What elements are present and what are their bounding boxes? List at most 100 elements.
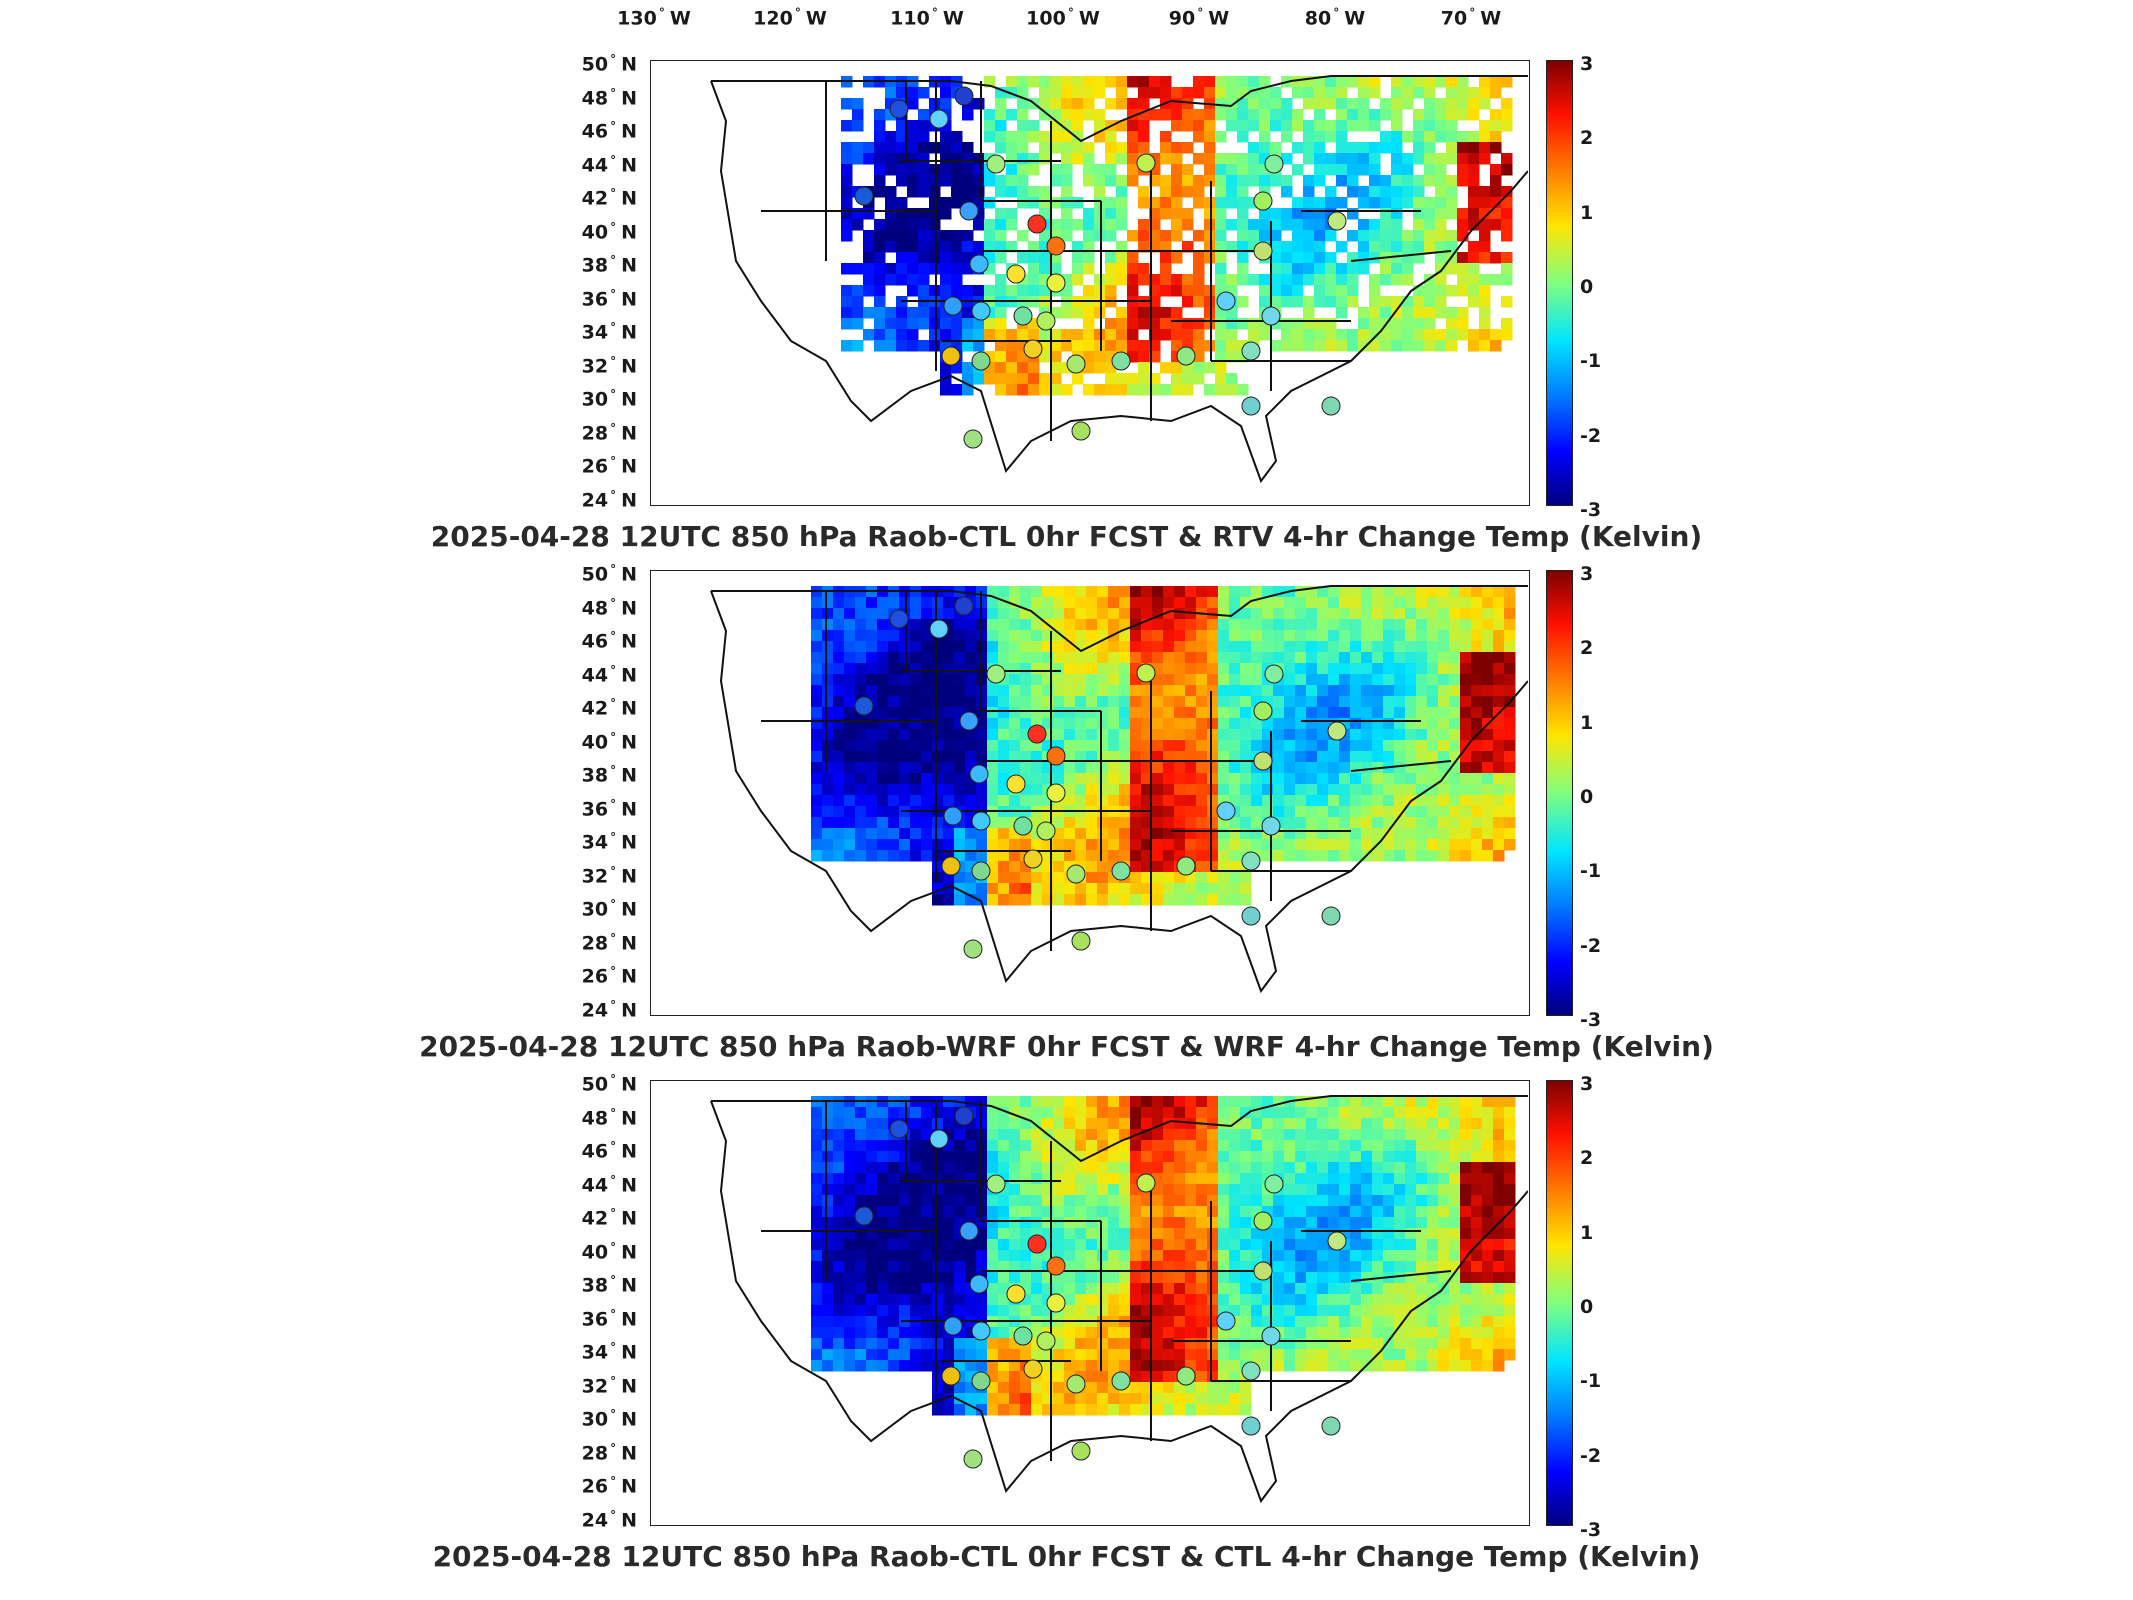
lat-label: 32 ° N <box>581 353 637 378</box>
station-marker <box>1036 311 1056 331</box>
temperature-field <box>811 586 1516 906</box>
station-marker <box>1046 1256 1066 1276</box>
longitude-axis-labels: 130 ° W 120 ° W 110 ° W 100 ° W 90 ° W 80 ° W 70 ° W <box>0 6 2133 36</box>
station-marker <box>929 619 949 639</box>
station-marker <box>1321 906 1341 926</box>
lat-label: 48 ° N <box>581 1105 637 1130</box>
station-marker <box>889 609 909 629</box>
station-marker <box>971 1321 991 1341</box>
station-marker <box>854 696 874 716</box>
station-marker <box>971 1371 991 1391</box>
lon-label: 130 ° W <box>617 6 691 30</box>
station-marker <box>986 664 1006 684</box>
lat-label: 38 ° N <box>581 1273 637 1297</box>
station-marker <box>1264 1174 1284 1194</box>
lat-label: 50 ° N <box>581 52 637 76</box>
colorbar-tick: 1 <box>1580 1221 1594 1244</box>
lat-label: 36 ° N <box>581 1306 637 1331</box>
station-marker <box>1241 1361 1261 1381</box>
lat-label: 24 ° N <box>581 487 637 512</box>
state-borders <box>710 1095 1528 1504</box>
station-marker <box>1264 664 1284 684</box>
lat-label: 24 ° N <box>581 997 637 1022</box>
station-marker <box>963 429 983 449</box>
map-frame <box>650 1080 1530 1526</box>
lat-label: 40 ° N <box>581 219 637 244</box>
station-marker <box>1046 273 1066 293</box>
station-marker <box>1006 1284 1026 1304</box>
lat-label: 44 ° N <box>581 662 637 687</box>
colorbar <box>1546 570 1573 1016</box>
station-marker <box>1216 291 1236 311</box>
station-marker <box>1261 306 1281 326</box>
station-marker <box>1241 851 1261 871</box>
lat-label: 50 ° N <box>581 1072 637 1096</box>
lon-label: 90 ° W <box>1168 6 1230 30</box>
lat-label: 36 ° N <box>581 286 637 311</box>
station-marker <box>1253 701 1273 721</box>
station-marker <box>929 109 949 129</box>
station-marker <box>1023 849 1043 869</box>
colorbar-tick: -3 <box>1580 498 1602 521</box>
colorbar-tick: 0 <box>1580 275 1594 298</box>
station-marker <box>954 1106 974 1126</box>
station-marker <box>1006 264 1026 284</box>
lat-label: 46 ° N <box>581 629 637 653</box>
station-marker <box>1111 861 1131 881</box>
lat-label: 38 ° N <box>581 253 637 277</box>
lat-label: 42 ° N <box>581 186 637 210</box>
station-marker <box>969 1274 989 1294</box>
station-marker <box>1241 341 1261 361</box>
lat-label: 46 ° N <box>581 1139 637 1163</box>
colorbar-tick: -3 <box>1580 1518 1602 1541</box>
station-marker <box>1253 191 1273 211</box>
station-marker <box>941 346 961 366</box>
station-marker <box>1321 396 1341 416</box>
map-panel-wrf: 50 ° N 48 ° N 46 ° N 44 ° N 42 ° N 40 ° N 38 ° N 36 ° N 34 ° N 32 ° N… <box>0 562 2133 1075</box>
station-marker <box>1046 1293 1066 1313</box>
station-marker <box>1176 346 1196 366</box>
colorbar-tick: 3 <box>1580 563 1594 585</box>
map-frame <box>650 60 1530 506</box>
station-marker <box>1241 1416 1261 1436</box>
colorbar-tick: -2 <box>1580 934 1602 957</box>
lat-label: 26 ° N <box>581 964 637 988</box>
station-marker <box>1027 1234 1047 1254</box>
station-marker <box>1261 1326 1281 1346</box>
station-marker <box>1046 746 1066 766</box>
station-marker <box>1327 211 1347 231</box>
station-marker <box>1253 751 1273 771</box>
station-marker <box>1253 1261 1273 1281</box>
colorbar-tick: 1 <box>1580 201 1594 224</box>
lon-label: 70 ° W <box>1440 6 1502 30</box>
lat-label: 26 ° N <box>581 454 637 478</box>
panel-title: 2025-04-28 12UTC 850 hPa Raob-WRF 0hr FC… <box>419 1030 1714 1063</box>
lat-label: 44 ° N <box>581 1172 637 1197</box>
station-marker <box>889 99 909 119</box>
station-marker <box>986 1174 1006 1194</box>
colorbar-tick: 0 <box>1580 785 1594 808</box>
lon-label: 110 ° W <box>890 6 964 30</box>
temperature-field <box>841 76 1513 396</box>
station-marker <box>1321 1416 1341 1436</box>
lat-label: 24 ° N <box>581 1507 637 1532</box>
lat-label: 48 ° N <box>581 85 637 110</box>
station-marker <box>1066 864 1086 884</box>
lon-label: 120 ° W <box>753 6 827 30</box>
lat-label: 34 ° N <box>581 1340 637 1364</box>
station-marker <box>1327 721 1347 741</box>
station-marker <box>954 86 974 106</box>
lat-label: 42 ° N <box>581 1206 637 1230</box>
station-marker <box>1036 821 1056 841</box>
station-marker <box>1013 306 1033 326</box>
station-marker <box>1111 351 1131 371</box>
station-marker <box>929 1129 949 1149</box>
station-marker <box>1327 1231 1347 1251</box>
map-panel-rtv: 50 ° N 48 ° N 46 ° N 44 ° N 42 ° N 40 ° N 38 ° N 36 ° N 34 ° N 32 ° N… <box>0 52 2133 565</box>
station-marker <box>1071 421 1091 441</box>
station-marker <box>959 1221 979 1241</box>
station-marker <box>943 1316 963 1336</box>
lat-label: 44 ° N <box>581 152 637 177</box>
station-marker <box>963 1449 983 1469</box>
station-marker <box>971 811 991 831</box>
